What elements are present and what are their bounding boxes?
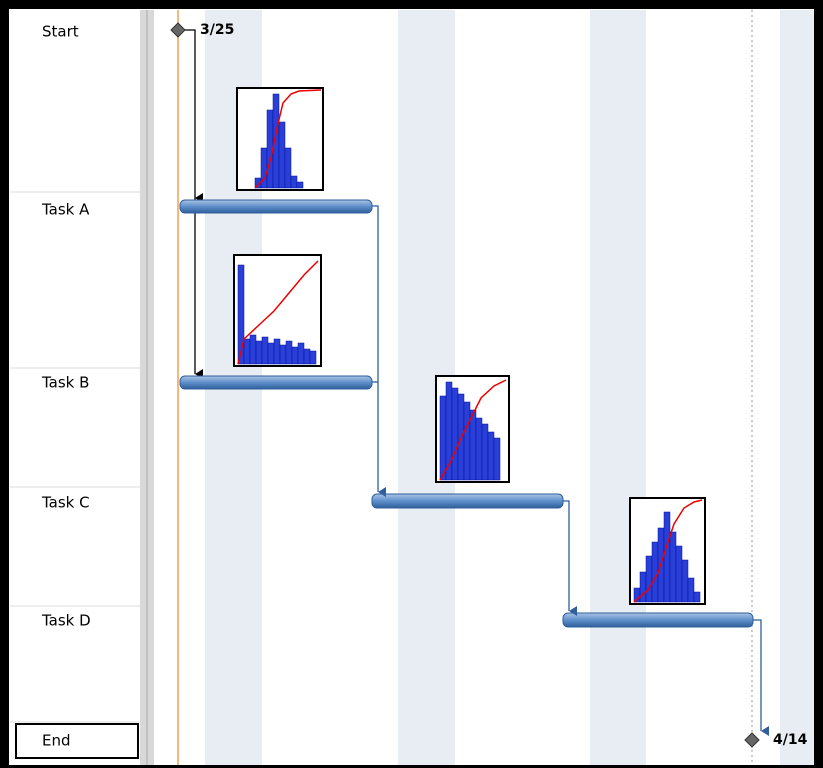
task-bar[interactable] [179, 199, 373, 214]
milestone-label: 3/25 [200, 22, 234, 38]
task-bar[interactable] [179, 375, 373, 390]
row-name[interactable]: Task C [41, 494, 90, 512]
histogram-thumbnail [236, 87, 324, 191]
dependency-links [372, 205, 769, 736]
task-bar[interactable] [371, 493, 564, 509]
end-milestone[interactable] [744, 732, 760, 748]
lag-arrows [185, 29, 203, 379]
selected-cell[interactable] [15, 723, 139, 759]
row-name[interactable]: Task A [41, 201, 90, 219]
histogram-thumbnail [435, 375, 510, 483]
row-name[interactable]: Task D [41, 612, 91, 630]
task-bar[interactable] [562, 612, 754, 628]
histogram-thumbnail [233, 254, 322, 367]
histogram-thumbnail [629, 497, 706, 605]
task-table [10, 10, 140, 768]
row-name[interactable]: Start [42, 23, 79, 41]
row-name[interactable]: Task B [41, 374, 89, 392]
start-milestone[interactable] [170, 22, 186, 38]
row-name[interactable]: End [42, 732, 71, 750]
row-lines [10, 191, 140, 723]
milestone-label: 4/14 [773, 732, 808, 748]
